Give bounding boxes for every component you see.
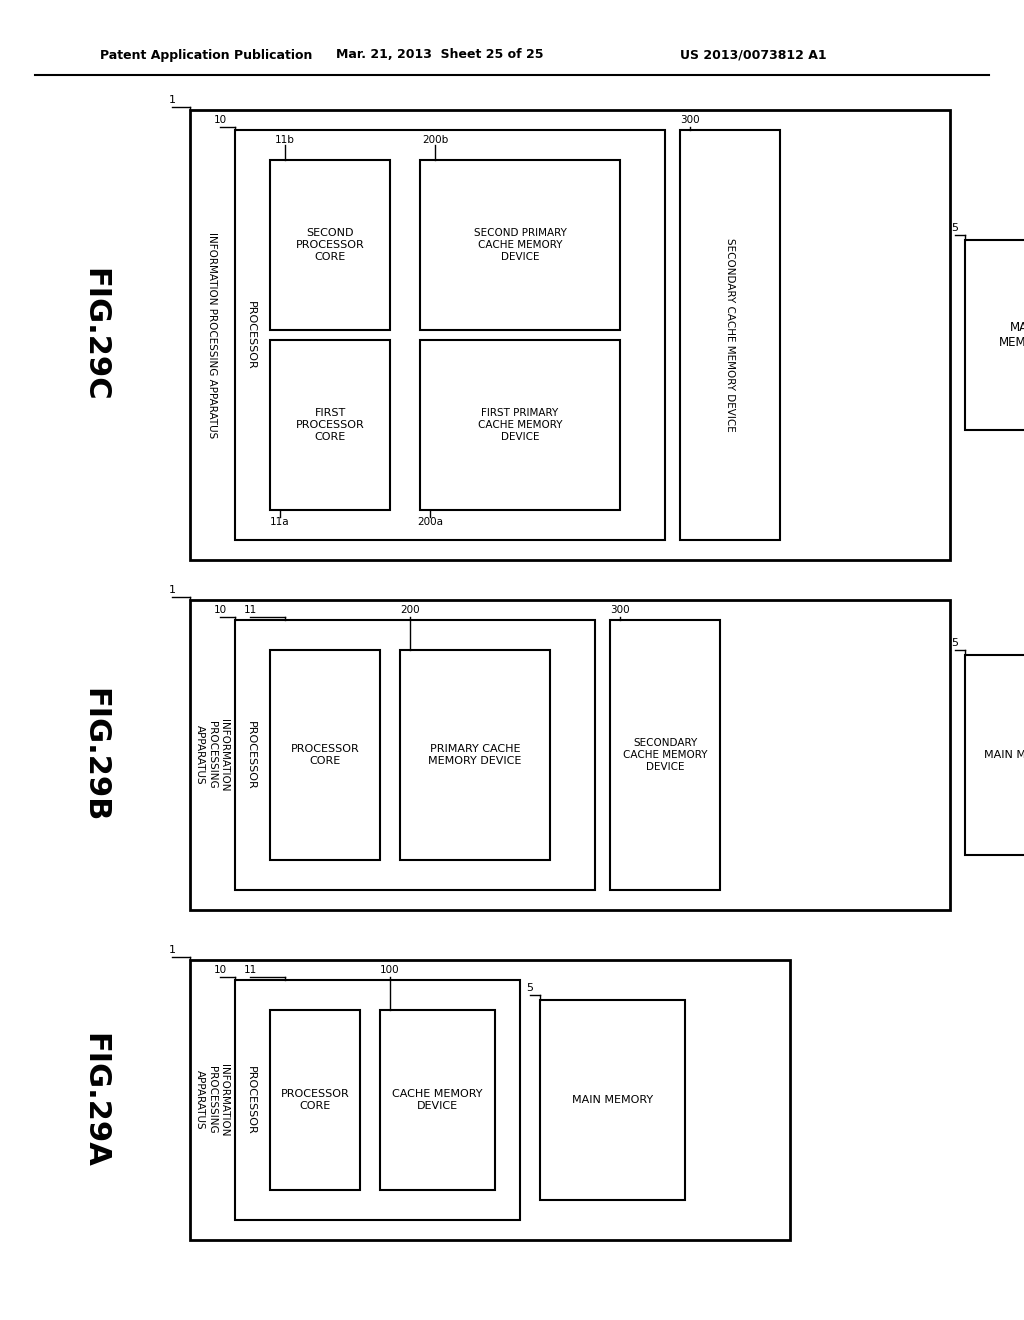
Bar	[270, 649, 380, 861]
Bar	[234, 620, 595, 890]
Text: 200a: 200a	[417, 517, 443, 527]
Text: 300: 300	[680, 115, 699, 125]
Bar	[420, 160, 620, 330]
Text: SECOND
PROCESSOR
CORE: SECOND PROCESSOR CORE	[296, 228, 365, 261]
Bar	[380, 1010, 495, 1191]
Text: SECOND PRIMARY
CACHE MEMORY
DEVICE: SECOND PRIMARY CACHE MEMORY DEVICE	[473, 228, 566, 261]
Text: CACHE MEMORY
DEVICE: CACHE MEMORY DEVICE	[392, 1089, 482, 1111]
Text: 1: 1	[169, 95, 175, 106]
Bar	[420, 341, 620, 510]
Text: FIRST
PROCESSOR
CORE: FIRST PROCESSOR CORE	[296, 408, 365, 442]
Text: FIG.29C: FIG.29C	[81, 268, 110, 401]
Text: MAIN
MEMORY: MAIN MEMORY	[999, 321, 1024, 348]
Text: 5: 5	[951, 638, 958, 648]
Text: PROCESSOR: PROCESSOR	[246, 301, 256, 370]
Bar	[270, 160, 390, 330]
Text: 300: 300	[610, 605, 630, 615]
Text: 1: 1	[169, 945, 175, 954]
Text: PROCESSOR
CORE: PROCESSOR CORE	[281, 1089, 349, 1111]
Text: PROCESSOR
CORE: PROCESSOR CORE	[291, 744, 359, 766]
Text: FIG.29A: FIG.29A	[81, 1032, 110, 1167]
Text: 100: 100	[380, 965, 399, 975]
Text: 11: 11	[244, 965, 257, 975]
Text: 11b: 11b	[275, 135, 295, 145]
Text: FIG.29B: FIG.29B	[81, 688, 110, 822]
Text: MAIN MEMORY: MAIN MEMORY	[984, 750, 1024, 760]
Text: 11: 11	[244, 605, 257, 615]
Text: 200b: 200b	[422, 135, 449, 145]
Bar	[610, 620, 720, 890]
Bar	[965, 655, 1024, 855]
Text: INFORMATION PROCESSING APPARATUS: INFORMATION PROCESSING APPARATUS	[207, 232, 217, 438]
Text: PROCESSOR: PROCESSOR	[246, 1065, 256, 1134]
Text: PROCESSOR: PROCESSOR	[246, 721, 256, 789]
Text: 10: 10	[213, 605, 226, 615]
Bar	[234, 979, 520, 1220]
Text: FIRST PRIMARY
CACHE MEMORY
DEVICE: FIRST PRIMARY CACHE MEMORY DEVICE	[478, 408, 562, 442]
Text: SECONDARY CACHE MEMORY DEVICE: SECONDARY CACHE MEMORY DEVICE	[725, 238, 735, 432]
Bar	[270, 341, 390, 510]
Text: Patent Application Publication: Patent Application Publication	[100, 49, 312, 62]
Text: 11a: 11a	[270, 517, 290, 527]
Text: 200: 200	[400, 605, 420, 615]
Bar	[190, 960, 790, 1239]
Text: MAIN MEMORY: MAIN MEMORY	[572, 1096, 653, 1105]
Text: SECONDARY
CACHE MEMORY
DEVICE: SECONDARY CACHE MEMORY DEVICE	[623, 738, 708, 772]
Bar	[270, 1010, 360, 1191]
Text: INFORMATION
PROCESSING
APPARATUS: INFORMATION PROCESSING APPARATUS	[196, 1064, 228, 1137]
Bar	[680, 129, 780, 540]
Text: INFORMATION
PROCESSING
APPARATUS: INFORMATION PROCESSING APPARATUS	[196, 719, 228, 791]
Bar	[965, 240, 1024, 430]
Bar	[540, 1001, 685, 1200]
Bar	[400, 649, 550, 861]
Bar	[190, 601, 950, 909]
Bar	[190, 110, 950, 560]
Bar	[234, 129, 665, 540]
Text: 5: 5	[951, 223, 958, 234]
Text: PRIMARY CACHE
MEMORY DEVICE: PRIMARY CACHE MEMORY DEVICE	[428, 744, 521, 766]
Text: 10: 10	[213, 115, 226, 125]
Text: 5: 5	[526, 983, 534, 993]
Text: Mar. 21, 2013  Sheet 25 of 25: Mar. 21, 2013 Sheet 25 of 25	[336, 49, 544, 62]
Text: 1: 1	[169, 585, 175, 595]
Text: US 2013/0073812 A1: US 2013/0073812 A1	[680, 49, 826, 62]
Text: 10: 10	[213, 965, 226, 975]
